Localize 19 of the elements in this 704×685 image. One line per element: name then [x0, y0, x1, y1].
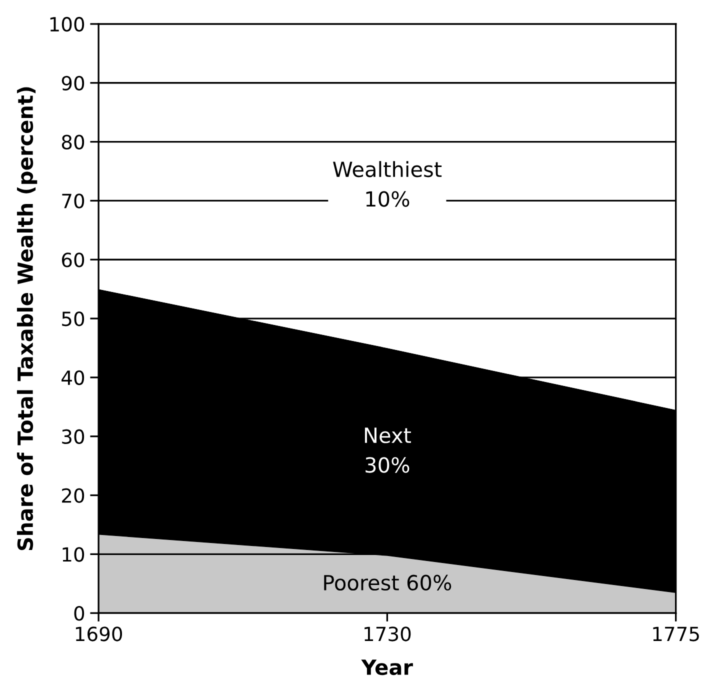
- y-tick-label: 10: [62, 547, 84, 562]
- y-tick-label: 20: [62, 488, 84, 503]
- x-tick-label: 1775: [653, 626, 699, 642]
- y-tick-label: 60: [62, 252, 84, 268]
- y-tick-label: 50: [62, 311, 84, 326]
- y-tick-label: 40: [62, 370, 84, 386]
- series-label: Next 30%: [364, 428, 411, 473]
- y-tick-label: 80: [62, 134, 84, 150]
- y-tick-label: 0: [74, 606, 84, 621]
- y-tick-label: 70: [62, 194, 84, 208]
- y-axis-title: Share of Total Taxable Wealth (percent): [16, 87, 38, 550]
- series-label: Wealthiest 10%: [333, 161, 442, 207]
- x-tick-label: 1730: [364, 626, 411, 642]
- series-label: Poorest 60%: [324, 574, 452, 591]
- x-tick-label: 1690: [76, 626, 122, 642]
- x-axis-title: Year: [361, 660, 413, 676]
- y-tick-label: 100: [50, 16, 84, 32]
- y-tick-label: 30: [62, 429, 84, 444]
- y-tick-label: 90: [62, 76, 84, 91]
